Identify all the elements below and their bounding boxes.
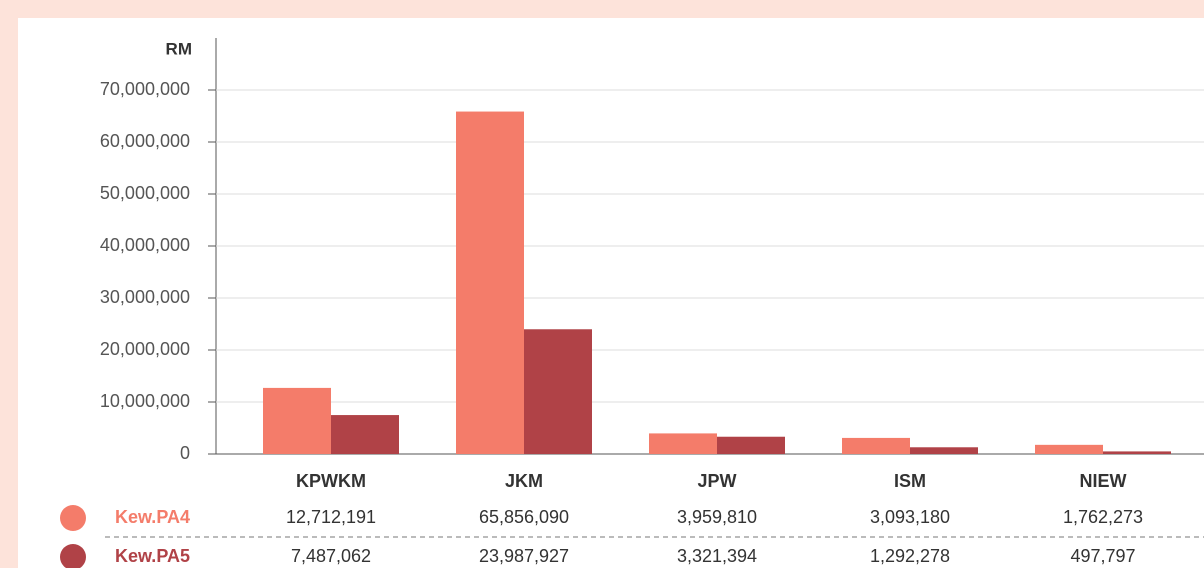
y-tick-label: 20,000,000 xyxy=(100,339,190,359)
y-tick-label: 0 xyxy=(180,443,190,463)
y-axis-label: RM xyxy=(166,39,192,58)
legend-marker xyxy=(60,505,86,531)
bar xyxy=(842,437,910,454)
table-value: 1,292,278 xyxy=(870,546,950,566)
bar xyxy=(910,447,978,454)
x-tick-label: KPWKM xyxy=(296,471,366,491)
x-tick-label: NIEW xyxy=(1080,471,1127,491)
table-value: 497,797 xyxy=(1070,546,1135,566)
table-value: 12,712,191 xyxy=(286,507,376,527)
legend-label: Kew.PA4 xyxy=(115,507,190,527)
y-tick-label: 60,000,000 xyxy=(100,131,190,151)
legend-marker xyxy=(60,544,86,568)
table-value: 1,762,273 xyxy=(1063,507,1143,527)
bar xyxy=(456,111,524,454)
y-tick-label: 40,000,000 xyxy=(100,235,190,255)
bar xyxy=(1103,451,1171,454)
y-tick-label: 70,000,000 xyxy=(100,79,190,99)
panel xyxy=(18,18,1204,568)
x-tick-label: ISM xyxy=(894,471,926,491)
table-value: 23,987,927 xyxy=(479,546,569,566)
y-tick-label: 50,000,000 xyxy=(100,183,190,203)
x-tick-label: JPW xyxy=(697,471,736,491)
table-value: 3,093,180 xyxy=(870,507,950,527)
bar xyxy=(524,329,592,454)
legend-label: Kew.PA5 xyxy=(115,546,190,566)
table-value: 3,321,394 xyxy=(677,546,757,566)
table-value: 7,487,062 xyxy=(291,546,371,566)
y-tick-label: 30,000,000 xyxy=(100,287,190,307)
bar xyxy=(649,433,717,454)
bar xyxy=(263,387,331,454)
x-tick-label: JKM xyxy=(505,471,543,491)
bar xyxy=(1035,444,1103,454)
y-tick-label: 10,000,000 xyxy=(100,391,190,411)
table-value: 65,856,090 xyxy=(479,507,569,527)
table-value: 3,959,810 xyxy=(677,507,757,527)
bar xyxy=(331,415,399,454)
bar xyxy=(717,436,785,454)
